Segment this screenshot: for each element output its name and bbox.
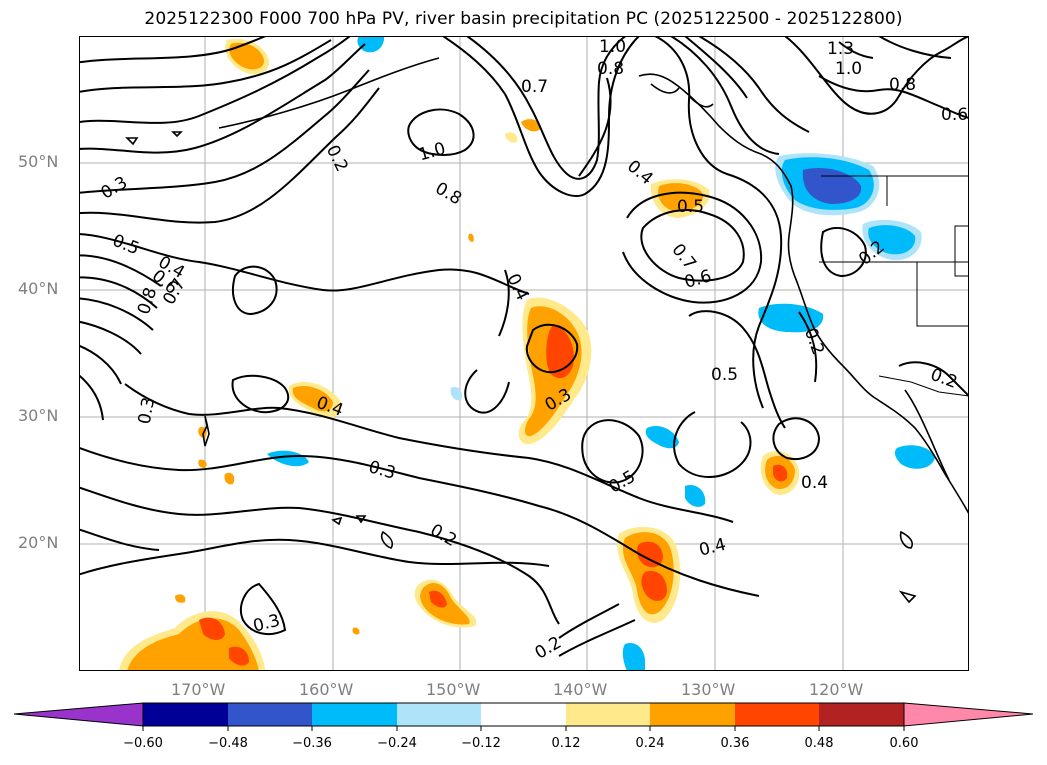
colorbar-tick: 0.48 bbox=[804, 736, 834, 751]
contour-label: 0.3 bbox=[366, 457, 398, 484]
contour-label: 0.5 bbox=[606, 467, 639, 498]
pv-contours bbox=[79, 36, 969, 657]
lat-label: 50°N bbox=[18, 152, 59, 171]
map-title: 2025122300 F000 700 hPa PV, river basin … bbox=[144, 9, 903, 29]
colorbar-tick: −0.48 bbox=[208, 736, 248, 751]
colorbar-tick: −0.36 bbox=[292, 736, 332, 751]
lon-label: 170°W bbox=[171, 680, 226, 699]
graticule bbox=[79, 36, 969, 671]
colorbar-tick: −0.60 bbox=[123, 736, 163, 751]
contour-label: 1.3 bbox=[827, 39, 854, 59]
contour-label: 0.7 bbox=[521, 77, 548, 97]
map-panel: 1.0 0.8 0.7 0.8 0.6 1.3 1.0 0.2 1.0 0.8 … bbox=[79, 36, 969, 671]
lat-label: 40°N bbox=[18, 279, 59, 298]
colorbar-tick: −0.24 bbox=[377, 736, 417, 751]
contour-label: 0.6 bbox=[941, 105, 968, 125]
contour-label: 0.5 bbox=[677, 197, 704, 217]
contour-label: 0.2 bbox=[427, 520, 460, 551]
contour-label: 0.3 bbox=[98, 173, 131, 204]
lon-label: 130°W bbox=[681, 680, 736, 699]
lat-label: 30°N bbox=[18, 406, 59, 425]
contour-label: 1.0 bbox=[416, 139, 448, 166]
lon-label: 150°W bbox=[426, 680, 481, 699]
lon-label: 160°W bbox=[299, 680, 354, 699]
colorbar-tick: 0.36 bbox=[720, 736, 750, 751]
contour-label: 0.2 bbox=[928, 365, 960, 393]
contour-label: 0.2 bbox=[800, 325, 828, 357]
lat-label: 20°N bbox=[18, 533, 59, 552]
lon-label: 140°W bbox=[553, 680, 608, 699]
contour-label: 1.0 bbox=[835, 59, 862, 79]
contour-label: 0.3 bbox=[135, 396, 159, 426]
coastlines bbox=[125, 57, 969, 604]
colorbar-tick: −0.12 bbox=[461, 736, 501, 751]
colorbar-tick: 0.12 bbox=[551, 736, 581, 751]
colorbar-tick: 0.24 bbox=[635, 736, 665, 751]
contour-label: 0.5 bbox=[711, 365, 738, 385]
contour-label: 0.7 bbox=[667, 240, 699, 274]
contour-label: 0.8 bbox=[889, 75, 916, 95]
map-svg: 1.0 0.8 0.7 0.8 0.6 1.3 1.0 0.2 1.0 0.8 … bbox=[79, 36, 969, 671]
political-borders bbox=[819, 175, 969, 397]
contour-label: 1.0 bbox=[599, 37, 626, 57]
lon-label: 120°W bbox=[809, 680, 864, 699]
contour-label: 0.4 bbox=[801, 473, 828, 493]
contour-label: 0.4 bbox=[697, 535, 728, 561]
colorbar-tick: 0.60 bbox=[889, 736, 919, 751]
map-border bbox=[79, 36, 969, 671]
contour-label: 0.8 bbox=[597, 59, 624, 79]
contour-label: 0.5 bbox=[109, 231, 142, 260]
